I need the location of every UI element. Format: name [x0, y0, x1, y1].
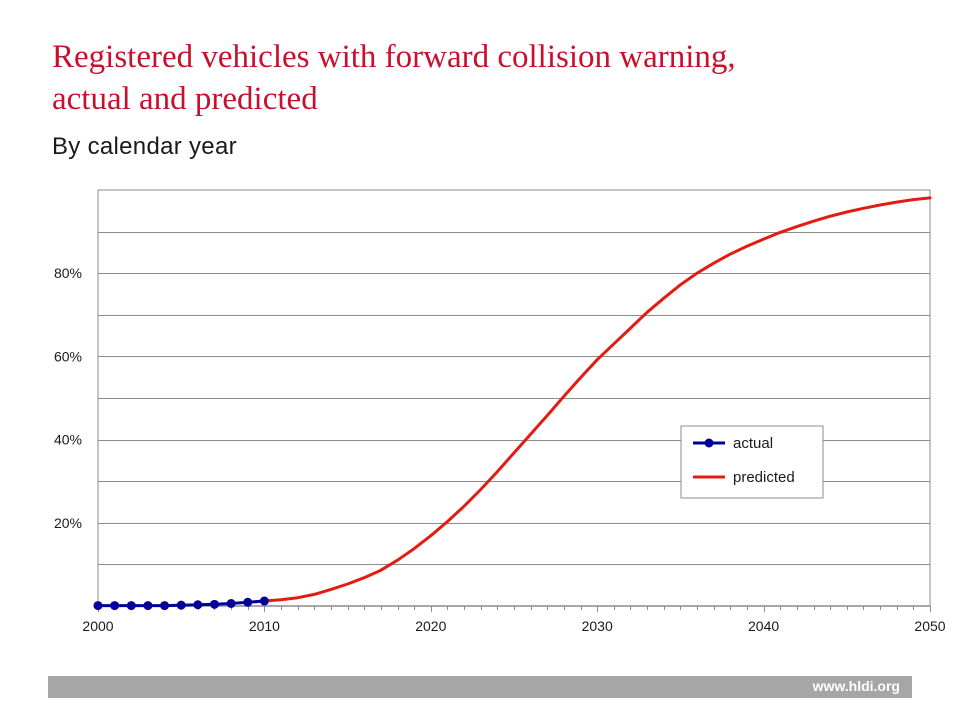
x-tick-label-2030: 2030 [582, 618, 613, 634]
legend-label-predicted: predicted [733, 469, 795, 486]
series-layer [93, 196, 932, 611]
title-line-2: actual and predicted [52, 81, 318, 117]
point-actual-2009 [243, 597, 253, 607]
x-tick-label-2010: 2010 [249, 618, 280, 634]
legend-label-actual: actual [733, 435, 773, 452]
x-tick-label-2040: 2040 [748, 618, 779, 634]
legend-marker-actual [704, 438, 714, 448]
title-line-1: Registered vehicles with forward collisi… [52, 39, 736, 75]
y-tick-label-40: 40% [54, 432, 82, 448]
legend: actual predicted [680, 425, 824, 499]
point-actual-2001 [110, 601, 120, 611]
point-actual-2010 [259, 596, 269, 606]
page-title: Registered vehicles with forward collisi… [52, 36, 932, 120]
x-tick-label-2020: 2020 [415, 618, 446, 634]
x-minor-ticks [98, 606, 931, 612]
legend-box [680, 425, 824, 499]
point-actual-2004 [160, 601, 170, 611]
y-tick-label-20: 20% [54, 515, 82, 531]
point-actual-2005 [176, 600, 186, 610]
point-actual-2006 [193, 600, 203, 610]
series-line-predicted [262, 196, 932, 603]
x-tick-label-2050: 2050 [914, 618, 945, 634]
footer-url[interactable]: www.hldi.org [812, 678, 900, 694]
footer-bar: www.hldi.org [48, 676, 912, 698]
point-actual-2007 [209, 599, 219, 609]
point-actual-2003 [143, 601, 153, 611]
point-actual-2002 [126, 601, 136, 611]
point-actual-2008 [226, 599, 236, 609]
page-subtitle: By calendar year [52, 133, 237, 160]
x-axis-labels: 2000 2010 2020 2030 2040 2050 [82, 618, 945, 634]
point-actual-2000 [93, 601, 103, 611]
y-tick-label-80: 80% [54, 265, 82, 281]
y-axis-labels: 20% 40% 60% 80% [54, 265, 82, 531]
y-tick-label-60: 60% [54, 348, 82, 364]
x-tick-label-2000: 2000 [82, 618, 113, 634]
